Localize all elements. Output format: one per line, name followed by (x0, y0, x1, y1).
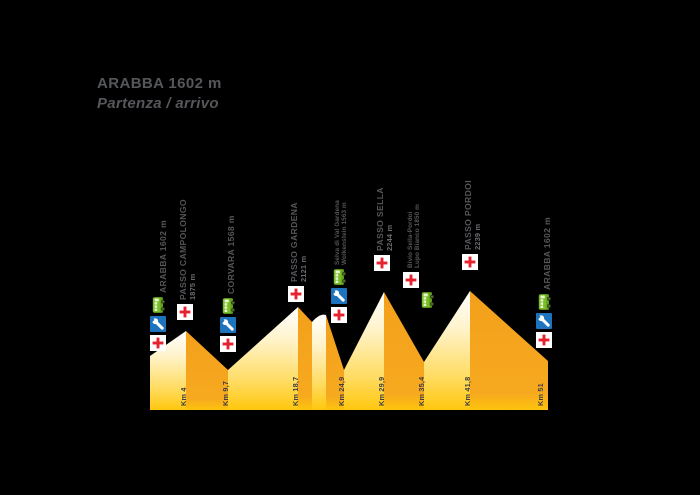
mechanic-wrench-icon (329, 286, 349, 306)
station-name-label: PASSO GARDENA (289, 202, 299, 282)
station-name-label: ARABBA 1602 m (158, 220, 168, 293)
km-marker: Km 18,7 (291, 377, 300, 406)
first-aid-cross-icon (403, 272, 419, 288)
first-aid-cross-icon (220, 336, 236, 352)
station-name-label: ARABBA 1602 m (542, 217, 552, 290)
descent-selva (326, 315, 344, 410)
first-aid-cross-icon (536, 332, 552, 348)
descent-corvara (186, 331, 228, 410)
station-passo-campolongo: PASSO CAMPOLONGO 1875 m (177, 199, 197, 320)
first-aid-cross-icon (331, 307, 347, 323)
station-altitude-label: 1875 m (188, 274, 197, 300)
km-marker: Km 4 (179, 387, 188, 406)
page-subtitle: Partenza / arrivo (97, 95, 219, 112)
chart-title-block: ARABBA 1602 m Partenza / arrivo (97, 75, 222, 112)
station-name-label: CORVARA 1568 m (226, 215, 236, 294)
descent-arabba (470, 291, 548, 410)
elevation-profile-shape (150, 291, 548, 410)
station-selva-val-gardena: Selva di Val Gardena Wolkenstein 1563 m (329, 200, 349, 323)
station-passo-pordoi: PASSO PORDOI 2239 m (462, 180, 482, 270)
station-bivio-sella-pordoi: Bivio Sella-Pordoi Lupo Bianco 1850 m (403, 204, 434, 308)
station-passo-sella: PASSO SELLA 2244 m (374, 187, 394, 271)
station-passo-gardena: PASSO GARDENA 2121 m (288, 202, 308, 302)
mechanic-wrench-icon (148, 314, 168, 334)
station-name-label: PASSO PORDOI (463, 180, 473, 250)
first-aid-cross-icon (177, 304, 193, 320)
km-marker: Km 24,9 (337, 377, 346, 406)
km-marker: Km 29,9 (377, 377, 386, 406)
km-marker: Km 9,7 (221, 381, 230, 406)
first-aid-cross-icon (288, 286, 304, 302)
station-arabba-finish: ARABBA 1602 m (534, 217, 554, 348)
first-aid-cross-icon (150, 335, 166, 351)
station-corvara: CORVARA 1568 m (218, 215, 238, 352)
station-altitude-label: 2239 m (473, 224, 482, 250)
mechanic-wrench-icon (218, 315, 238, 335)
descent-gardena-dip (298, 307, 312, 410)
km-markers: Km 4 Km 9,7 Km 18,7 Km 24,9 Km 29,9 Km 3… (179, 376, 545, 406)
km-marker: Km 51 (536, 383, 545, 406)
ascent-sella (344, 292, 384, 410)
station-name-label: PASSO SELLA (375, 187, 385, 251)
ascent-pordoi (424, 291, 470, 410)
km-marker: Km 41,8 (463, 377, 472, 406)
station-name-label: Selva di Val Gardena (334, 200, 341, 265)
descent-bivio (384, 292, 424, 410)
station-altitude-label: 2244 m (385, 225, 394, 251)
first-aid-cross-icon (374, 255, 390, 271)
station-name-label: Bivio Sella-Pordoi (407, 211, 414, 268)
first-aid-cross-icon (462, 254, 478, 270)
station-name-label: PASSO CAMPOLONGO (178, 199, 188, 300)
ascent-gardena (228, 307, 298, 410)
mechanic-wrench-icon (534, 311, 554, 331)
station-altitude-label: Lupo Bianco 1850 m (414, 204, 421, 268)
station-altitude-label: 2121 m (299, 256, 308, 282)
station-altitude-label: Wolkenstein 1563 m (341, 202, 348, 265)
station-arabba-start: ARABBA 1602 m (148, 220, 168, 351)
km-marker: Km 35,4 (417, 376, 426, 406)
page-title: ARABBA 1602 m (97, 75, 222, 92)
ascent-shoulder (312, 314, 326, 410)
